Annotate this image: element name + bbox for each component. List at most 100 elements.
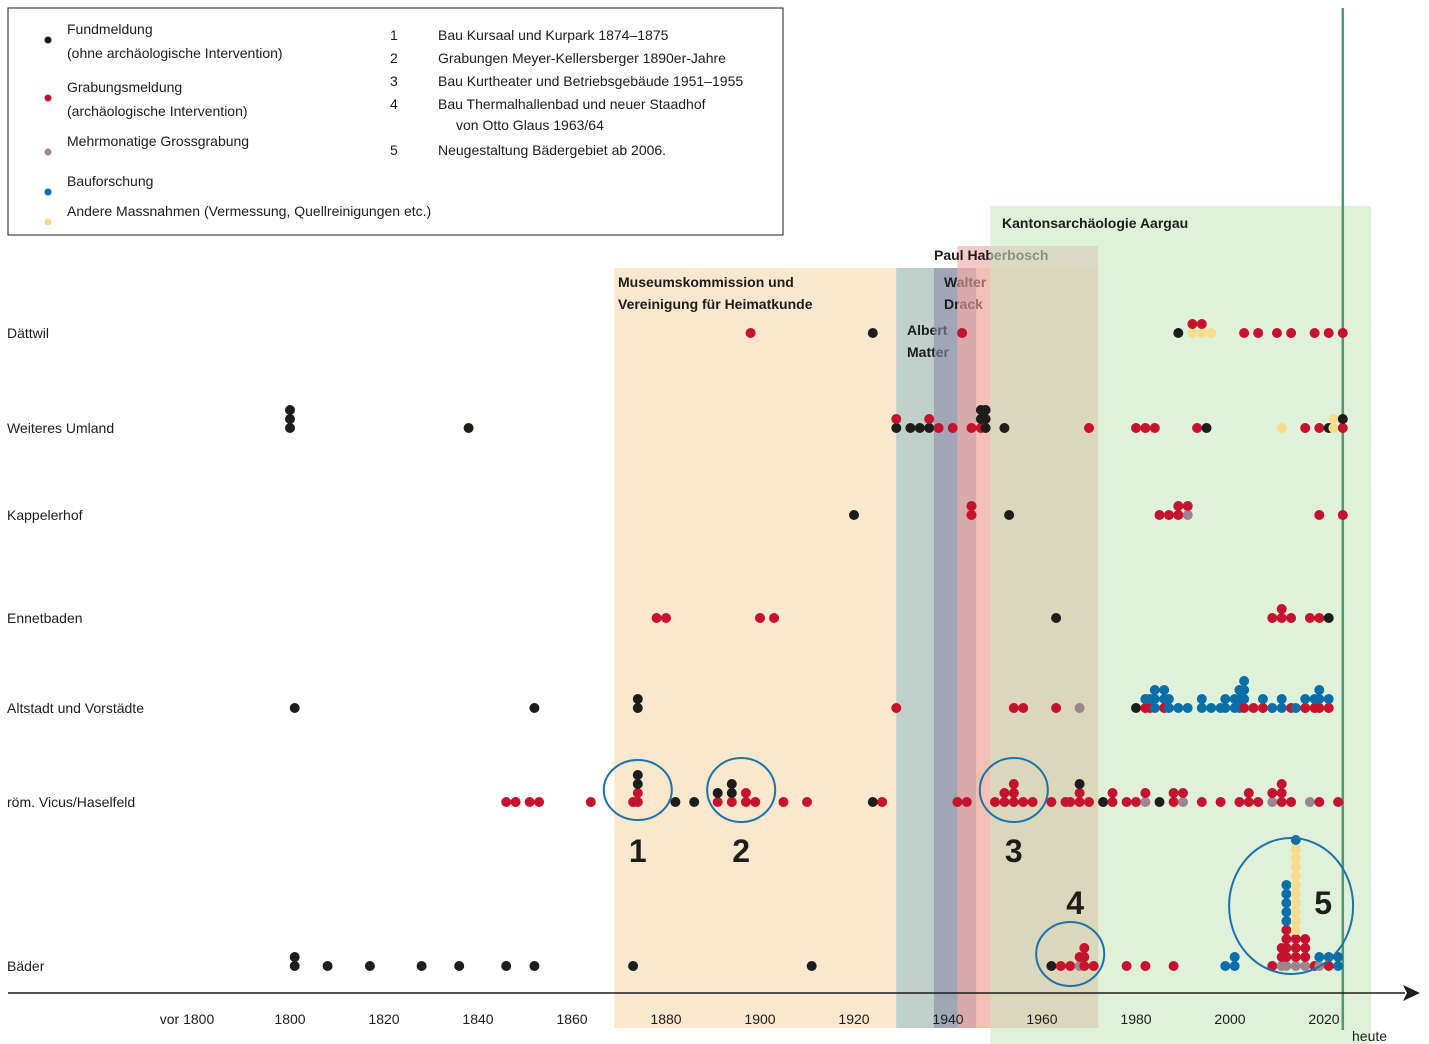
data-point-b-der-2012-6	[1281, 916, 1292, 926]
data-point-b-der-1817-1	[364, 961, 375, 971]
data-point-weiteres-umland-2022-1	[1328, 423, 1339, 433]
data-point-weiteres-umland-1838-1	[463, 423, 474, 433]
data-point-ennetbaden-1903-1	[769, 613, 780, 623]
x-axis: vor 1800 1800 1820 1840 1860 1880 1900 1920 1940…	[8, 985, 1420, 1044]
data-point-r-m-vicus-haselfeld-2004-2	[1243, 788, 1254, 798]
data-point-kappelerhof-1985-1	[1154, 510, 1165, 520]
data-point-b-der-1846-1	[501, 961, 512, 971]
data-point-d-ttwil-1943-1	[957, 328, 968, 338]
data-point-r-m-vicus-haselfeld-1998-1	[1215, 797, 1226, 807]
legend-marker-f	[44, 36, 52, 44]
data-point-b-der-2012-4	[1281, 934, 1292, 944]
data-point-altstadt-und-vorst-dte-1987-2	[1163, 694, 1174, 704]
data-point-d-ttwil-1996-1	[1206, 328, 1217, 338]
data-point-altstadt-und-vorst-dte-1994-1	[1196, 703, 1207, 713]
data-point-b-der-2001-2	[1229, 952, 1240, 962]
x-tick-label-1960: 1960	[1026, 1011, 1057, 1027]
category-label-kappelerhof: Kappelerhof	[7, 507, 83, 523]
data-point-ennetbaden-2011-1	[1276, 613, 1287, 623]
data-point-altstadt-und-vorst-dte-1986-3	[1159, 685, 1170, 695]
data-point-b-der-2014-14	[1290, 844, 1301, 854]
data-point-r-m-vicus-haselfeld-1982-2	[1140, 788, 1151, 798]
legend-marker-b	[44, 188, 52, 196]
annotation-ring-2	[706, 757, 777, 823]
x-tick-label-1940: 1940	[932, 1011, 963, 1027]
data-point-weiteres-umland-1800-1	[285, 423, 295, 433]
data-point-r-m-vicus-haselfeld-1944-1	[961, 797, 972, 807]
data-point-b-der-1988-1	[1168, 961, 1179, 971]
data-point-altstadt-und-vorst-dte-2003-3	[1239, 685, 1250, 695]
data-point-kappelerhof-2024-1	[1337, 510, 1348, 520]
x-tick-label-1860: 1860	[556, 1011, 587, 1027]
data-point-r-m-vicus-haselfeld-1962-1	[1046, 797, 1057, 807]
data-point-b-der-2012-5	[1281, 925, 1292, 935]
data-point-r-m-vicus-haselfeld-1926-1	[877, 797, 888, 807]
data-point-kappelerhof-1991-2	[1182, 501, 1193, 511]
data-point-r-m-vicus-haselfeld-1899-1	[750, 797, 761, 807]
data-point-r-m-vicus-haselfeld-1853-1	[534, 797, 545, 807]
era-layer: Museumskommission und Vereinigung für Hei…	[614, 206, 1371, 1044]
data-point-b-der-2012-8	[1281, 898, 1292, 908]
data-point-b-der-1969-2	[1079, 952, 1090, 962]
data-point-b-der-1999-1	[1220, 961, 1231, 971]
data-point-d-ttwil-1992-2	[1187, 319, 1198, 329]
data-point-weiteres-umland-1948-3	[980, 405, 991, 415]
data-point-r-m-vicus-haselfeld-1954-1	[1008, 797, 1019, 807]
data-point-d-ttwil-1992-1	[1187, 328, 1198, 338]
era-band-5	[990, 206, 1371, 1044]
category-label-d-ttwil: Dättwil	[7, 325, 49, 341]
data-point-r-m-vicus-haselfeld-1958-1	[1027, 797, 1038, 807]
data-point-r-m-vicus-haselfeld-2017-1	[1304, 797, 1315, 807]
data-point-ennetbaden-2009-1	[1267, 613, 1278, 623]
data-point-b-der-1969-1	[1079, 961, 1090, 971]
data-point-b-der-1962-1	[1046, 961, 1057, 971]
data-point-b-der-1873-1	[628, 961, 639, 971]
x-tick-label-2000: 2000	[1214, 1011, 1245, 1027]
data-point-b-der-2019-2	[1314, 952, 1325, 962]
data-point-weiteres-umland-1932-1	[905, 423, 916, 433]
data-point-b-der-1964-1	[1055, 961, 1066, 971]
data-point-r-m-vicus-haselfeld-1954-2	[1008, 788, 1019, 798]
data-point-b-der-2021-2	[1323, 952, 1334, 962]
data-point-b-der-2016-1	[1300, 961, 1311, 971]
data-point-r-m-vicus-haselfeld-1975-1	[1107, 797, 1118, 807]
data-point-weiteres-umland-1982-1	[1140, 423, 1151, 433]
data-point-ennetbaden-2021-1	[1323, 613, 1334, 623]
data-point-r-m-vicus-haselfeld-1966-1	[1065, 797, 1076, 807]
legend-marker-m	[44, 148, 52, 156]
data-point-r-m-vicus-haselfeld-1988-2	[1168, 788, 1179, 798]
data-point-b-der-1828-1	[416, 961, 427, 971]
data-point-d-ttwil-2013-1	[1286, 328, 1297, 338]
data-point-r-m-vicus-haselfeld-2011-2	[1276, 788, 1287, 798]
data-point-altstadt-und-vorst-dte-1963-1	[1051, 703, 1062, 713]
data-point-d-ttwil-2018-1	[1309, 328, 1320, 338]
data-point-r-m-vicus-haselfeld-1968-1	[1074, 797, 1085, 807]
data-point-weiteres-umland-1993-1	[1192, 423, 1203, 433]
data-point-r-m-vicus-haselfeld-1905-1	[778, 797, 789, 807]
event-number-5: 5	[390, 142, 398, 158]
data-point-r-m-vicus-haselfeld-2009-1	[1267, 797, 1278, 807]
data-point-b-der-2014-5	[1290, 925, 1301, 935]
data-point-r-m-vicus-haselfeld-1874-3	[632, 779, 643, 789]
legend-label-m: Mehrmonatige Grossgrabung	[67, 133, 249, 149]
data-point-weiteres-umland-2024-1	[1337, 423, 1348, 433]
category-label-b-der: Bäder	[7, 958, 45, 974]
data-point-altstadt-und-vorst-dte-2019-3	[1314, 685, 1325, 695]
data-point-altstadt-und-vorst-dte-1999-1	[1220, 703, 1231, 713]
data-point-ennetbaden-1963-1	[1051, 613, 1062, 623]
data-point-b-der-1969-3	[1079, 943, 1090, 953]
data-point-weiteres-umland-2019-1	[1314, 423, 1325, 433]
x-tick-label-1840: 1840	[462, 1011, 493, 1027]
data-point-altstadt-und-vorst-dte-2016-2	[1300, 694, 1311, 704]
data-point-b-der-1971-1	[1088, 961, 1099, 971]
data-point-ennetbaden-1878-1	[651, 613, 662, 623]
data-point-r-m-vicus-haselfeld-2004-1	[1243, 797, 1254, 807]
data-point-b-der-2012-2	[1281, 952, 1292, 962]
data-point-altstadt-und-vorst-dte-2009-1	[1267, 703, 1278, 713]
data-point-weiteres-umland-1936-2	[924, 414, 935, 424]
x-tick-label-heute: heute	[1352, 1028, 1387, 1044]
data-point-altstadt-und-vorst-dte-2011-2	[1276, 694, 1287, 704]
event-text-1: Bau Kursaal und Kurpark 1874–1875	[438, 27, 669, 43]
data-point-b-der-2012-9	[1281, 889, 1292, 899]
